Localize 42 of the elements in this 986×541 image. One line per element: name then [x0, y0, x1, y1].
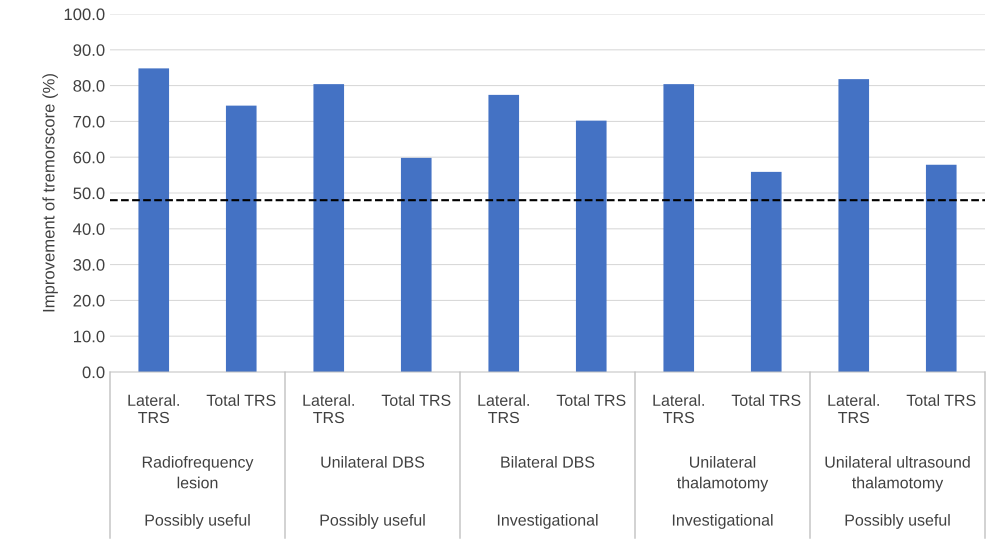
- y-tick-label: 20.0: [74, 294, 104, 307]
- x-tick-label: Lateral. TRS: [303, 394, 354, 424]
- text: Possibly useful: [146, 514, 250, 529]
- text: Unilateral ultrasound thalamotomy: [825, 456, 970, 492]
- y-tick-label: 30.0: [73, 259, 104, 271]
- text: Investigational: [672, 514, 772, 529]
- text: Unilateral thalamotomy: [677, 456, 768, 492]
- text: Possibly useful: [846, 514, 950, 529]
- y-tick-label: 70.0: [74, 116, 104, 128]
- y-tick-label: 0.0: [82, 366, 104, 378]
- y-tick-label: 60.0: [74, 152, 104, 164]
- bar: [400, 158, 432, 372]
- y-tick-label: 40.0: [73, 223, 104, 236]
- bar: [926, 164, 957, 372]
- y-tick-label: 100.0: [64, 8, 104, 20]
- bar: [313, 84, 344, 372]
- text: Bilateral DBS: [501, 456, 594, 468]
- text: Investigational: [498, 514, 598, 529]
- bar: [226, 106, 257, 372]
- x-tick-label: Total TRS: [732, 394, 800, 406]
- bar: [838, 79, 870, 372]
- bar: [750, 172, 782, 372]
- x-tick-label: Lateral. TRS: [478, 394, 529, 424]
- x-tick-label: Total TRS: [206, 394, 276, 406]
- y-tick-label: 90.0: [73, 44, 104, 56]
- x-tick-label: Lateral. TRS: [128, 394, 179, 424]
- x-tick-label: Total TRS: [556, 394, 626, 406]
- text: Possibly useful: [320, 514, 425, 529]
- y-tick-label: 50.0: [73, 187, 104, 200]
- bar: [138, 68, 170, 372]
- text: Unilateral DBS: [321, 456, 424, 468]
- x-tick-label: Total TRS: [906, 394, 976, 406]
- x-tick-label: Lateral. TRS: [653, 394, 704, 424]
- bar: [576, 120, 607, 372]
- text: Radiofrequency lesion: [142, 456, 254, 488]
- bar: [488, 94, 520, 372]
- y-tick-label: 80.0: [73, 80, 104, 92]
- y-axis-title: Improvement of tremorscore (%): [42, 74, 58, 312]
- bar: [663, 84, 694, 372]
- y-tick-label: 10.0: [74, 330, 104, 342]
- x-tick-label: Lateral. TRS: [828, 394, 879, 424]
- x-tick-label: Total TRS: [382, 394, 450, 406]
